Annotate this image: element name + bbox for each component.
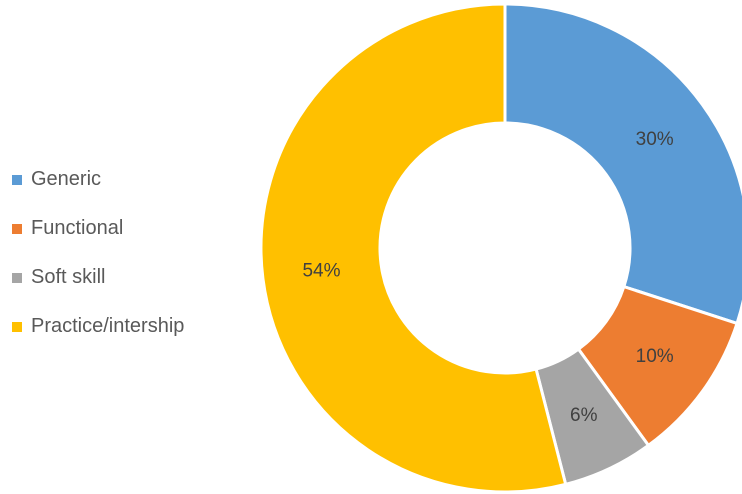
data-label-functional: 10%: [636, 346, 674, 367]
legend-label-generic: Generic: [31, 168, 102, 190]
data-label-generic: 30%: [636, 129, 674, 150]
legend-label-practice-intership: Practice/intership: [31, 315, 185, 337]
chart-legend: Generic Functional Soft skill Practice/inte…: [12, 155, 184, 351]
data-label-soft-skill: 6%: [570, 405, 598, 426]
slice-generic: [503, 2, 742, 325]
slice-practice-intership: [259, 2, 568, 494]
data-label-practice-intership: 54%: [302, 261, 340, 282]
legend-label-functional: Functional: [31, 217, 124, 239]
legend-swatch-generic: [12, 174, 22, 185]
legend-swatch-soft-skill: [12, 272, 22, 283]
legend-item-functional: Functional: [12, 204, 184, 253]
legend-item-soft-skill: Soft skill: [12, 253, 184, 302]
legend-swatch-functional: [12, 223, 22, 234]
legend-swatch-practice-intership: [12, 321, 22, 332]
legend-label-soft-skill: Soft skill: [31, 266, 106, 288]
legend-item-generic: Generic: [12, 155, 184, 204]
legend-item-practice-intership: Practice/intership: [12, 302, 184, 351]
